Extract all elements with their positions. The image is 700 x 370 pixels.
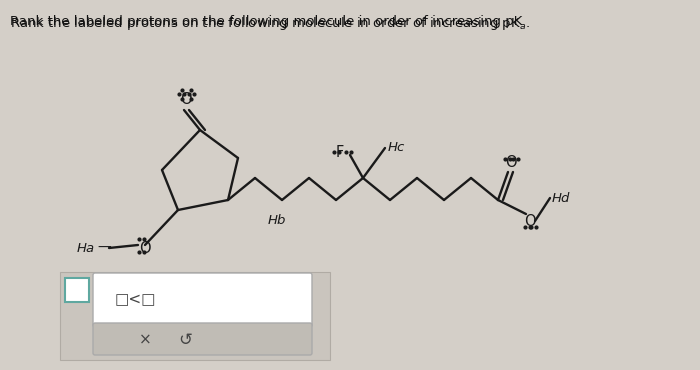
Text: —: — bbox=[97, 241, 111, 255]
Text: O: O bbox=[505, 155, 517, 169]
Text: ×: × bbox=[139, 333, 151, 347]
FancyBboxPatch shape bbox=[93, 273, 312, 327]
Text: Hd: Hd bbox=[552, 192, 570, 205]
Text: O: O bbox=[180, 91, 192, 107]
Text: F: F bbox=[336, 145, 344, 159]
Text: Ha: Ha bbox=[77, 242, 95, 255]
FancyBboxPatch shape bbox=[65, 278, 89, 302]
Text: Hb: Hb bbox=[268, 214, 286, 227]
FancyBboxPatch shape bbox=[60, 272, 330, 360]
Text: ↺: ↺ bbox=[178, 331, 192, 349]
Text: Hc: Hc bbox=[388, 141, 405, 154]
Text: Rank the labeled protons on the following molecule in order of increasing pK$_a$: Rank the labeled protons on the followin… bbox=[10, 15, 530, 32]
FancyBboxPatch shape bbox=[93, 323, 312, 355]
Text: O: O bbox=[139, 240, 150, 256]
Text: □<□: □<□ bbox=[115, 293, 157, 307]
Text: Rank the labeled protons on the following molecule in order of increasing pK: Rank the labeled protons on the followin… bbox=[10, 15, 522, 28]
Text: O: O bbox=[524, 213, 536, 229]
